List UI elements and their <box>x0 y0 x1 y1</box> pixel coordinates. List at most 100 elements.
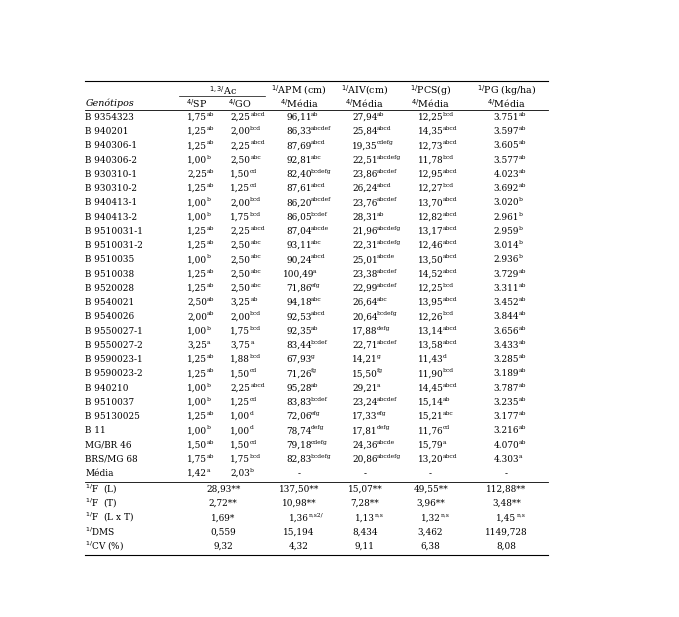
Text: 1,00: 1,00 <box>187 198 207 207</box>
Text: abcd: abcd <box>377 183 392 188</box>
Text: b: b <box>519 197 522 202</box>
Text: B 9510038: B 9510038 <box>86 270 134 278</box>
Text: b: b <box>207 254 211 260</box>
Text: ab: ab <box>519 297 526 302</box>
Text: 3.751: 3.751 <box>494 113 519 122</box>
Text: $^{1/}$DMS: $^{1/}$DMS <box>86 526 115 538</box>
Text: abcdef: abcdef <box>311 197 331 202</box>
Text: 13,95: 13,95 <box>418 298 443 307</box>
Text: 1,25: 1,25 <box>187 227 207 236</box>
Text: a: a <box>377 383 380 387</box>
Text: bcd: bcd <box>443 312 454 317</box>
Text: ab: ab <box>519 440 526 445</box>
Text: ab: ab <box>251 297 257 302</box>
Text: b: b <box>519 254 522 260</box>
Text: ab: ab <box>207 169 215 174</box>
Text: ab: ab <box>207 454 215 459</box>
Text: Genótipos: Genótipos <box>86 99 134 108</box>
Text: B 930310-2: B 930310-2 <box>86 184 137 193</box>
Text: 22,99: 22,99 <box>352 284 378 293</box>
Text: bcd: bcd <box>443 183 454 188</box>
Text: abc: abc <box>311 240 322 245</box>
Text: abcdef: abcdef <box>311 126 331 131</box>
Text: 13,14: 13,14 <box>418 326 443 336</box>
Text: bcd: bcd <box>443 155 454 160</box>
Text: 1,25: 1,25 <box>187 270 207 278</box>
Text: abcdefg: abcdefg <box>377 226 401 231</box>
Text: b: b <box>519 212 522 217</box>
Text: 2,50: 2,50 <box>187 298 207 307</box>
Text: abcdef: abcdef <box>377 397 397 402</box>
Text: abcd: abcd <box>311 183 326 188</box>
Text: 4.023: 4.023 <box>494 170 519 179</box>
Text: abc: abc <box>443 411 454 416</box>
Text: ab: ab <box>207 126 215 131</box>
Text: ab: ab <box>207 112 215 117</box>
Text: n,s: n,s <box>441 513 449 518</box>
Text: 9,11: 9,11 <box>355 542 375 551</box>
Text: 1,13: 1,13 <box>355 513 375 522</box>
Text: 3,75: 3,75 <box>230 341 250 350</box>
Text: 2,00: 2,00 <box>230 127 250 136</box>
Text: 83,44: 83,44 <box>287 341 312 350</box>
Text: 12,95: 12,95 <box>418 170 443 179</box>
Text: 1,50: 1,50 <box>230 370 250 378</box>
Text: abcd: abcd <box>443 326 458 331</box>
Text: abcd: abcd <box>443 212 458 217</box>
Text: 82,40: 82,40 <box>287 170 312 179</box>
Text: cdefg: cdefg <box>311 440 328 445</box>
Text: 2,72**: 2,72** <box>209 499 238 508</box>
Text: 20,86: 20,86 <box>352 455 378 464</box>
Text: 82,83: 82,83 <box>287 455 312 464</box>
Text: 3.729: 3.729 <box>494 270 519 278</box>
Text: 28,31: 28,31 <box>352 212 378 222</box>
Text: B 940306-1: B 940306-1 <box>86 141 138 151</box>
Text: cd: cd <box>251 440 257 445</box>
Text: 11,78: 11,78 <box>418 155 443 165</box>
Text: 3.177: 3.177 <box>494 412 519 421</box>
Text: abc: abc <box>251 240 261 245</box>
Text: 10,98**: 10,98** <box>282 499 316 508</box>
Text: $^{1/}$F  (L): $^{1/}$F (L) <box>86 482 117 496</box>
Text: ab: ab <box>207 183 215 188</box>
Text: B 9590023-2: B 9590023-2 <box>86 370 143 378</box>
Text: 1,75: 1,75 <box>230 455 250 464</box>
Text: B 9354323: B 9354323 <box>86 113 134 122</box>
Text: 1,00: 1,00 <box>187 155 207 165</box>
Text: ab: ab <box>311 112 318 117</box>
Text: 93,11: 93,11 <box>287 241 312 250</box>
Text: ab: ab <box>207 411 215 416</box>
Text: 1,25: 1,25 <box>230 398 250 407</box>
Text: 20,64: 20,64 <box>352 312 378 321</box>
Text: 2,25: 2,25 <box>230 227 250 236</box>
Text: efg: efg <box>377 411 386 416</box>
Text: 21,96: 21,96 <box>352 227 378 236</box>
Text: ab: ab <box>519 411 526 416</box>
Text: 96,11: 96,11 <box>287 113 312 122</box>
Text: bcdef: bcdef <box>311 212 328 217</box>
Text: 86,05: 86,05 <box>287 212 312 222</box>
Text: 1,00: 1,00 <box>187 384 207 392</box>
Text: B 9510035: B 9510035 <box>86 255 134 264</box>
Text: 12,26: 12,26 <box>418 312 443 321</box>
Text: 92,35: 92,35 <box>287 326 312 336</box>
Text: ab: ab <box>207 268 215 274</box>
Text: 14,52: 14,52 <box>418 270 443 278</box>
Text: $^{4/}$Média: $^{4/}$Média <box>280 97 318 110</box>
Text: b: b <box>207 326 211 331</box>
Text: 90,24: 90,24 <box>287 255 312 264</box>
Text: 2.959: 2.959 <box>494 227 519 236</box>
Text: abcd: abcd <box>311 141 326 146</box>
Text: $^{1/}$F  (T): $^{1/}$F (T) <box>86 497 117 510</box>
Text: 3.577: 3.577 <box>494 155 519 165</box>
Text: 3.656: 3.656 <box>494 326 519 336</box>
Text: a: a <box>313 268 316 274</box>
Text: 78,74: 78,74 <box>287 426 312 436</box>
Text: abcd: abcd <box>443 268 458 274</box>
Text: abcd: abcd <box>377 126 392 131</box>
Text: 112,88**: 112,88** <box>486 485 526 494</box>
Text: 12,27: 12,27 <box>418 184 443 193</box>
Text: b: b <box>251 468 254 473</box>
Text: B 9510031-1: B 9510031-1 <box>86 227 143 236</box>
Text: 11,90: 11,90 <box>418 370 443 378</box>
